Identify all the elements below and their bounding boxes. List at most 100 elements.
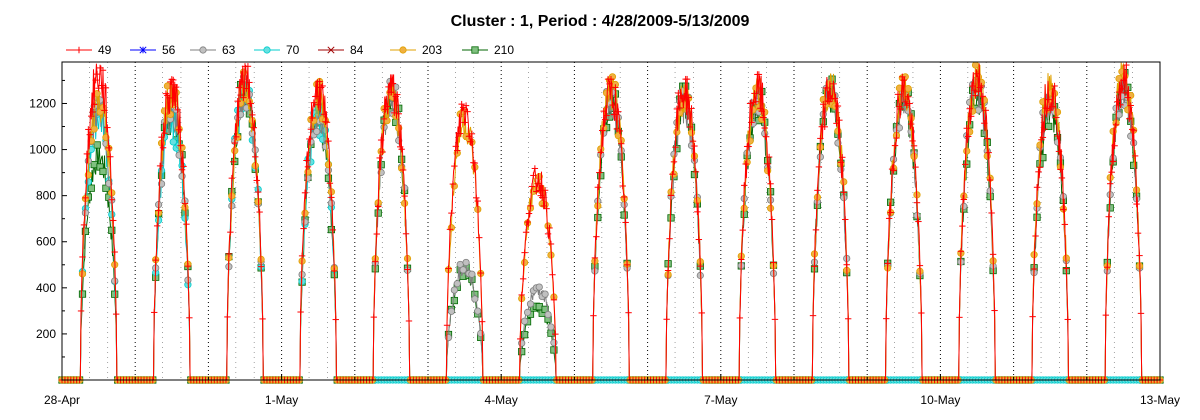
- marker-circle: [398, 164, 406, 172]
- x-tick-label: 28-Apr: [44, 393, 80, 407]
- marker-square: [1130, 161, 1138, 169]
- marker-circle: [974, 106, 983, 114]
- marker-plus: [1058, 174, 1066, 182]
- marker-plus: [298, 252, 306, 260]
- marker-plus: [842, 216, 849, 223]
- marker-circle: [974, 106, 983, 114]
- marker-circle: [169, 138, 177, 146]
- marker-plus: [736, 314, 744, 322]
- marker-plus: [1035, 168, 1042, 176]
- marker-square: [518, 348, 526, 356]
- marker-circle: [263, 46, 271, 54]
- marker-circle: [459, 266, 467, 274]
- marker-square: [99, 167, 107, 176]
- marker-circle: [673, 128, 681, 136]
- legend-label: 210: [494, 43, 514, 57]
- marker-plus: [590, 312, 597, 319]
- marker-circle: [462, 258, 470, 267]
- y-tick-label: 400: [36, 281, 56, 295]
- marker-plus: [739, 226, 746, 234]
- marker-plus: [1134, 229, 1142, 237]
- x-tick-label: 4-May: [485, 393, 518, 407]
- marker-plus: [227, 228, 234, 236]
- marker-circle: [521, 317, 529, 325]
- marker-circle: [444, 333, 453, 342]
- marker-plus: [474, 197, 481, 205]
- marker-plus: [891, 142, 899, 149]
- legend-item-203: 203: [390, 43, 442, 57]
- marker-circle: [324, 160, 333, 169]
- x-tick-label: 1-May: [265, 393, 298, 407]
- marker-circle: [761, 108, 769, 116]
- marker-circle: [459, 266, 467, 274]
- marker-plus: [531, 165, 539, 172]
- marker-circle: [199, 46, 207, 54]
- marker-circle: [1036, 141, 1044, 149]
- marker-plus: [328, 194, 335, 201]
- marker-square: [81, 227, 90, 235]
- marker-circle: [447, 307, 456, 315]
- marker-plus: [183, 220, 190, 228]
- marker-circle: [693, 197, 701, 205]
- marker-plus: [476, 234, 483, 241]
- marker-circle: [523, 308, 532, 316]
- y-tick-label: 1000: [29, 143, 56, 157]
- marker-circle: [450, 286, 458, 294]
- marker-circle: [301, 218, 309, 226]
- marker-circle: [670, 150, 678, 158]
- marker-square: [521, 331, 529, 339]
- marker-plus: [918, 309, 925, 317]
- marker-plus: [458, 100, 465, 108]
- y-tick-label: 200: [36, 327, 56, 341]
- marker-plus: [768, 216, 776, 223]
- marker-plus: [694, 208, 701, 216]
- marker-circle: [248, 129, 256, 138]
- marker-circle: [687, 129, 696, 137]
- marker-square: [535, 303, 543, 311]
- marker-plus: [913, 199, 921, 206]
- marker-x: [327, 46, 335, 54]
- marker-plus: [253, 177, 260, 184]
- marker-circle: [971, 61, 980, 69]
- marker-circle: [447, 224, 456, 232]
- marker-plus: [1137, 310, 1145, 317]
- marker-plus: [332, 316, 339, 323]
- marker-circle: [228, 192, 236, 200]
- marker-plus: [151, 309, 158, 316]
- marker-plus: [1102, 311, 1110, 319]
- series-70: [58, 79, 1164, 384]
- marker-plus: [405, 317, 413, 325]
- chart-title: Cluster : 1, Period : 4/28/2009-5/13/200…: [451, 13, 750, 30]
- marker-plus: [224, 313, 231, 321]
- marker-plus: [370, 313, 378, 321]
- marker-circle: [400, 199, 409, 207]
- marker-circle: [453, 280, 461, 288]
- legend-item-70: 70: [254, 43, 300, 57]
- marker-circle: [383, 117, 391, 125]
- marker-square: [93, 141, 101, 149]
- marker-circle: [1053, 108, 1062, 116]
- marker-plus: [909, 137, 916, 145]
- marker-plus: [1136, 252, 1143, 259]
- marker-circle: [761, 108, 769, 116]
- marker-circle: [228, 192, 236, 200]
- marker-circle: [471, 295, 479, 303]
- marker-stroke: [327, 46, 335, 54]
- marker-circle: [840, 178, 848, 186]
- marker-circle: [199, 46, 207, 54]
- marker-plus: [812, 226, 820, 234]
- marker-circle: [90, 125, 98, 133]
- marker-plus: [448, 209, 455, 217]
- marker-circle: [383, 117, 391, 125]
- marker-plus: [670, 158, 678, 166]
- marker-circle: [453, 280, 461, 288]
- marker-circle: [518, 339, 526, 347]
- marker-circle: [960, 202, 968, 211]
- marker-circle: [963, 147, 971, 155]
- marker-circle: [468, 270, 476, 278]
- marker-circle: [160, 107, 169, 115]
- legend-label: 56: [162, 43, 176, 57]
- marker-plus: [373, 230, 380, 238]
- marker-circle: [313, 127, 321, 136]
